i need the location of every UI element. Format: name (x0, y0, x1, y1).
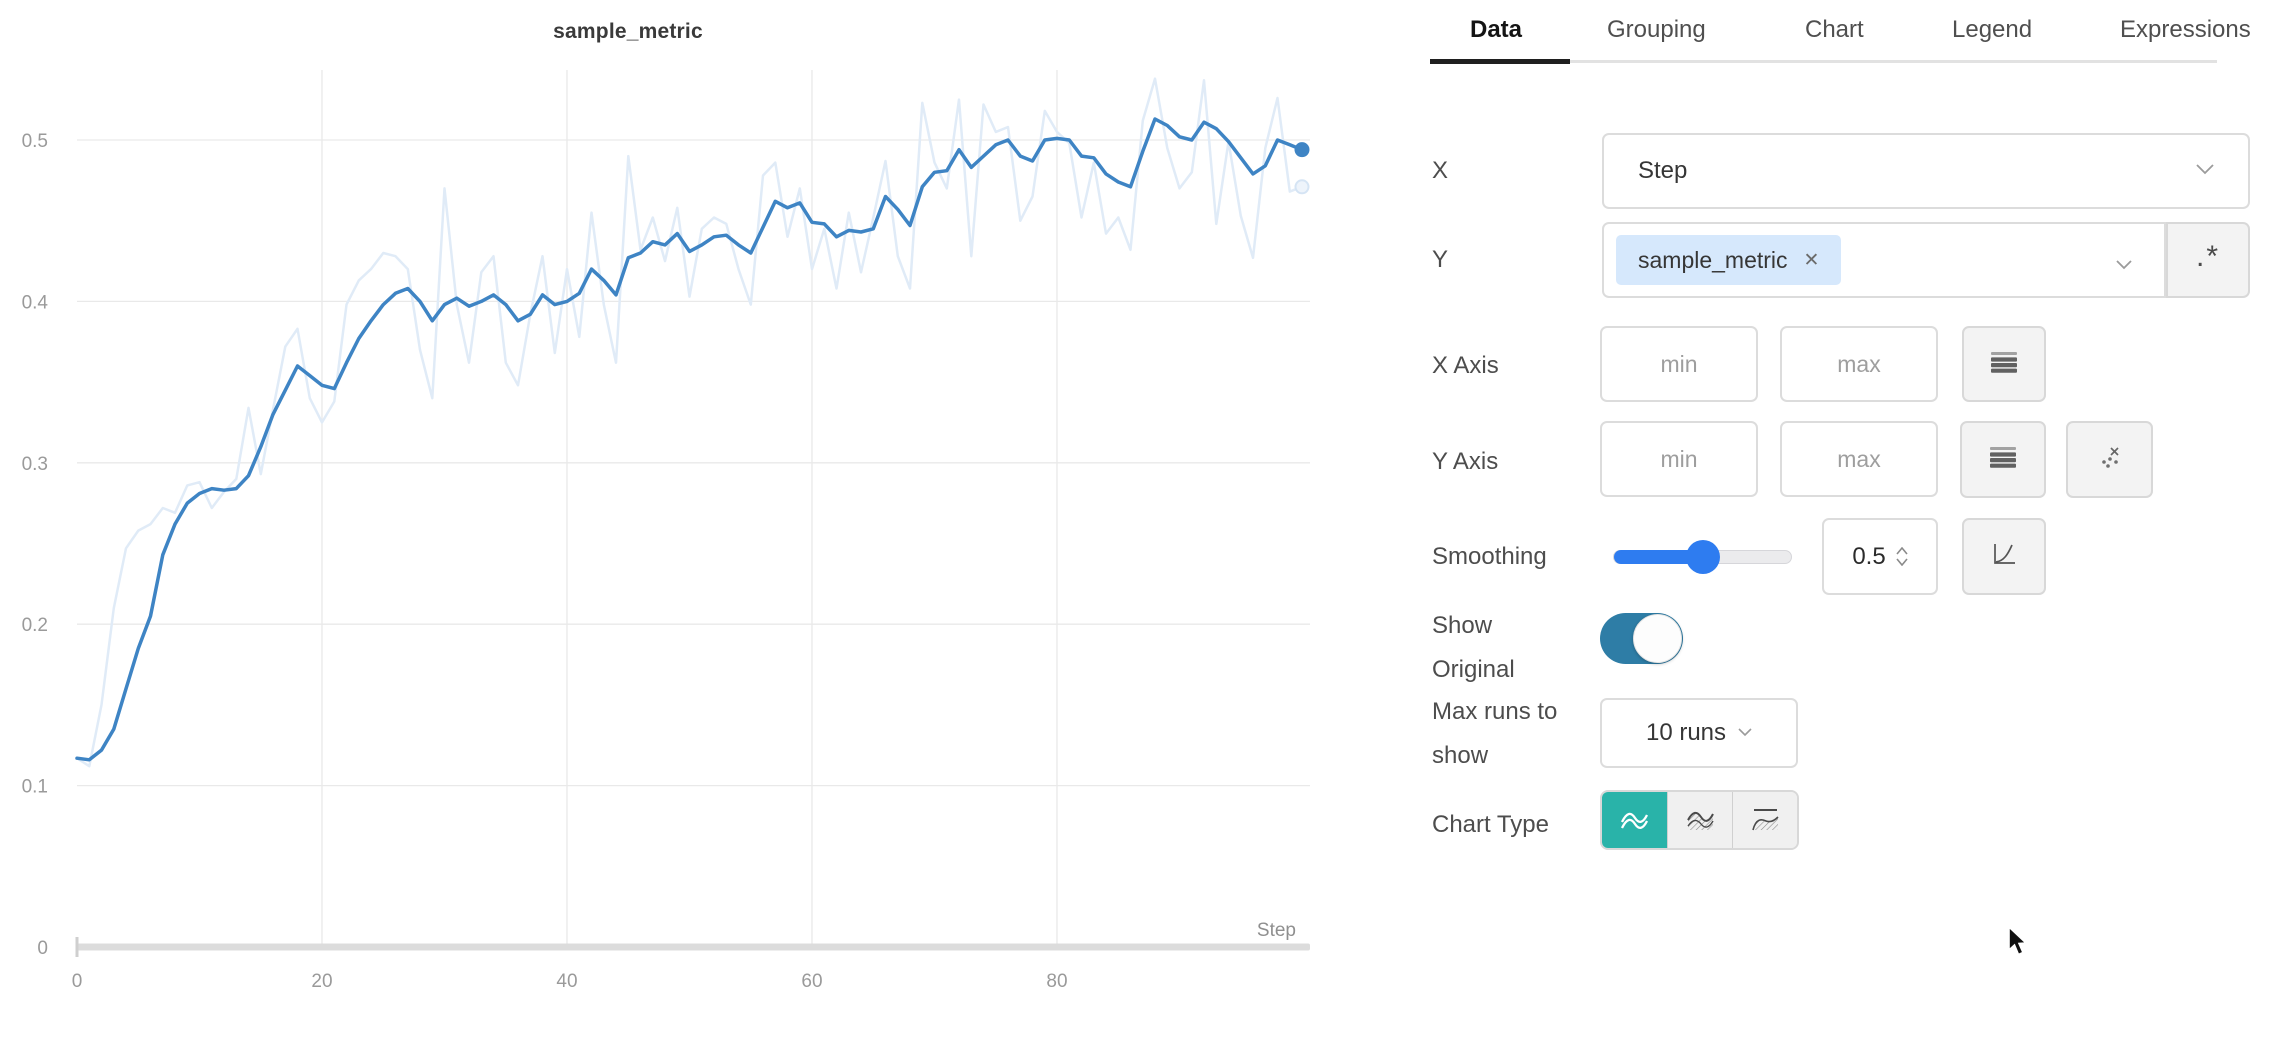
smoothing-value: 0.5 (1852, 542, 1886, 570)
y-tick-label: 0.4 (22, 292, 49, 313)
x-tick-label: 0 (72, 971, 83, 992)
band-plot-icon (1749, 802, 1781, 839)
running-average-button[interactable] (1962, 518, 2046, 595)
y-tick-label: 0.1 (22, 777, 48, 798)
y-tick-label: 0.3 (22, 454, 48, 475)
x-tick-label: 80 (1046, 971, 1067, 992)
y-tick-label: 0.5 (22, 131, 48, 152)
y-axis-row-label: Y Axis (1432, 448, 1499, 475)
chart-type-area-button[interactable] (1666, 792, 1732, 848)
show-original-label: Show Original (1432, 612, 1515, 683)
x-tick-label: 40 (556, 971, 577, 992)
chart-type-band-button[interactable] (1731, 792, 1797, 848)
tabbar-divider (1430, 60, 2217, 63)
last-point-marker-original (1294, 179, 1310, 195)
chart-title: sample_metric (553, 20, 703, 43)
y-tick-label: 0.2 (22, 615, 48, 636)
x-metric-select[interactable]: Step (1602, 133, 2250, 209)
y-axis-log-scale-button[interactable] (1960, 421, 2046, 498)
chevron-down-icon (2116, 257, 2132, 275)
line-plot-icon (1618, 802, 1650, 839)
tab-grouping[interactable]: Grouping (1607, 16, 1706, 43)
chart-type-label: Chart Type (1432, 811, 1549, 838)
x-axis-baseline (77, 943, 1310, 951)
last-point-marker (1294, 142, 1310, 158)
smoothing-row-label: Smoothing (1432, 543, 1547, 570)
x-axis-log-scale-button[interactable] (1962, 326, 2046, 402)
x-axis-title: Step (1257, 920, 1296, 941)
x-metric-value: Step (1638, 157, 1688, 184)
active-tab-underline (1430, 59, 1570, 64)
smoothing-slider[interactable] (1613, 540, 1792, 574)
max-runs-label: Max runs to show (1432, 698, 1558, 769)
selected-metric-name: sample_metric (1638, 246, 1788, 273)
y-tick-label: 0 (37, 938, 48, 959)
x-axis-row-label: X Axis (1432, 352, 1499, 379)
ignore-outliers-button[interactable] (2066, 421, 2153, 498)
chart-type-button-group (1600, 790, 1799, 850)
number-stepper[interactable] (1896, 547, 1908, 566)
series-smoothed (75, 117, 1304, 762)
toggle-knob (1633, 614, 1682, 663)
chevron-down-icon (1738, 724, 1752, 742)
y-axis-min-input[interactable] (1600, 421, 1758, 497)
chevron-down-icon (2196, 162, 2214, 180)
tab-legend[interactable]: Legend (1952, 16, 2033, 43)
x-axis-max-input[interactable] (1780, 326, 1938, 402)
x-axis-origin-tick (75, 937, 79, 957)
scale-bars-icon (1990, 350, 2018, 379)
series-original (75, 77, 1304, 768)
y-row-label: Y (1432, 246, 1449, 273)
regex-toggle-button[interactable]: .* (2166, 222, 2250, 298)
metric-line-chart[interactable]: 0 0.1 0.2 0.3 0.4 0.5 0 20 40 60 80 Step (0, 0, 1430, 1040)
smoothing-curve-icon (1990, 540, 2018, 573)
smoothing-slider-thumb[interactable] (1685, 540, 1720, 574)
smoothing-value-input[interactable]: 0.5 (1822, 518, 1938, 595)
scale-bars-icon (1989, 445, 2017, 474)
x-tick-label: 60 (801, 971, 822, 992)
tab-expressions[interactable]: Expressions (2120, 16, 2251, 43)
max-runs-select[interactable]: 10 runs (1600, 698, 1798, 768)
chart-type-line-button[interactable] (1602, 792, 1667, 848)
chart-panel: sample_metric 0 0.1 0.2 0.3 0.4 0.5 0 20 40 60 80 S… (0, 0, 1430, 1040)
remove-metric-icon[interactable]: ✕ (1803, 249, 1820, 271)
area-plot-icon (1684, 802, 1716, 839)
smoothing-slider-fill (1614, 550, 1703, 564)
y-axis-max-input[interactable] (1780, 421, 1938, 497)
tab-bar: Data Grouping Chart Legend Expressions (1430, 0, 2272, 64)
x-axis-min-input[interactable] (1600, 326, 1758, 402)
chart-settings-panel: Data Grouping Chart Legend Expressions X… (1430, 0, 2272, 1040)
outliers-icon (2095, 442, 2125, 477)
selected-metric-tag[interactable]: sample_metric ✕ (1616, 235, 1842, 285)
x-row-label: X (1432, 157, 1449, 184)
mouse-cursor (2007, 925, 2037, 965)
tab-chart[interactable]: Chart (1805, 16, 1864, 43)
max-runs-value: 10 runs (1645, 719, 1727, 746)
tab-data[interactable]: Data (1470, 16, 1523, 43)
show-original-toggle[interactable] (1600, 613, 1683, 664)
y-metric-select[interactable]: sample_metric ✕ (1602, 222, 2166, 298)
x-tick-label: 20 (311, 971, 332, 992)
